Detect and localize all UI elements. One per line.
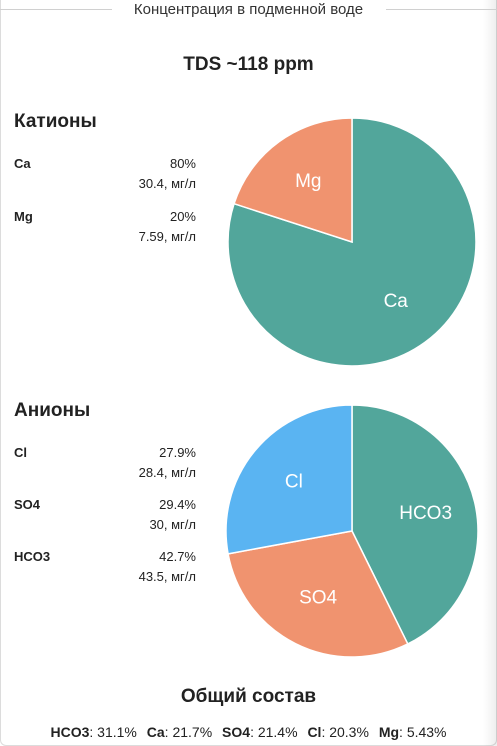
anions-title: Анионы — [14, 400, 91, 421]
anions-pie-chart: HCO3 SO4 Cl — [225, 404, 479, 658]
ion-concentration: 43.5, мг/л — [138, 569, 196, 584]
anion-row-so4: SO4 29.4% 30, мг/л — [14, 497, 196, 537]
ion-percent: 20% — [169, 209, 196, 224]
pie-label-hco3: HCO3 — [399, 503, 452, 524]
summary-item-cl: Cl: 20.3% — [307, 724, 369, 740]
ion-name: Cl — [14, 445, 27, 460]
pie-slice-so4 — [227, 530, 409, 658]
header-divider-left — [0, 9, 112, 10]
pie-label-ca: Ca — [384, 291, 409, 312]
ion-concentration: 30.4, мг/л — [138, 176, 196, 191]
pie-label-so4: SO4 — [299, 588, 337, 609]
summary-title: Общий состав — [180, 686, 317, 707]
ion-percent: 29.4% — [159, 497, 196, 512]
anion-row-hco3: HCO3 42.7% 43.5, мг/л — [14, 549, 196, 589]
ion-concentration: 30, мг/л — [149, 517, 196, 532]
summary-item-ca: Ca: 21.7% — [146, 724, 213, 740]
tds-value: TDS ~118 ppm — [183, 54, 314, 75]
summary-item-value: 20.3% — [329, 724, 369, 740]
summary-item-name: HCO3 — [50, 724, 90, 740]
panel-title: Концентрация в подменной воде — [133, 1, 364, 18]
summary-item-name: Ca — [146, 724, 165, 740]
summary-item-value: 5.43% — [406, 724, 447, 740]
summary-item-name: Cl — [307, 724, 322, 740]
pie-slice-hco3 — [351, 404, 479, 645]
ion-name: Mg — [14, 209, 33, 224]
cations-title: Катионы — [14, 111, 97, 132]
summary-item-value: 21.7% — [172, 724, 213, 740]
summary-item-name: SO4 — [222, 724, 251, 740]
summary-item-name: Mg — [378, 724, 400, 740]
pie-slice-mg — [233, 117, 353, 244]
cation-row-mg: Mg 20% 7.59, мг/л — [14, 209, 196, 249]
ion-concentration: 28.4, мг/л — [138, 465, 196, 480]
pie-slice-cl — [225, 404, 353, 555]
ion-name: SO4 — [14, 497, 41, 512]
ion-percent: 80% — [169, 156, 196, 171]
pie-label-cl: Cl — [285, 472, 303, 493]
panel-shadow — [483, 0, 497, 746]
cation-row-ca: Ca 80% 30.4, мг/л — [14, 156, 196, 196]
pie-label-mg: Mg — [295, 171, 321, 192]
summary-item-value: 31.1% — [97, 724, 137, 740]
ion-percent: 27.9% — [159, 445, 196, 460]
ion-name: Ca — [14, 156, 31, 171]
summary-composition: HCO3: 31.1% Ca: 21.7% SO4: 21.4% Cl: 20.… — [0, 724, 497, 740]
summary-item-so4: SO4: 21.4% — [222, 724, 298, 740]
ion-name: HCO3 — [14, 549, 51, 564]
ion-concentration: 7.59, мг/л — [138, 229, 196, 244]
cations-pie-chart: Ca Mg — [227, 117, 477, 367]
summary-item-value: 21.4% — [257, 724, 298, 740]
header-divider-right — [386, 9, 497, 10]
summary-item-mg: Mg: 5.43% — [378, 724, 447, 740]
ion-percent: 42.7% — [159, 549, 196, 564]
anion-row-cl: Cl 27.9% 28.4, мг/л — [14, 445, 196, 485]
summary-item-hco3: HCO3: 31.1% — [50, 724, 137, 740]
